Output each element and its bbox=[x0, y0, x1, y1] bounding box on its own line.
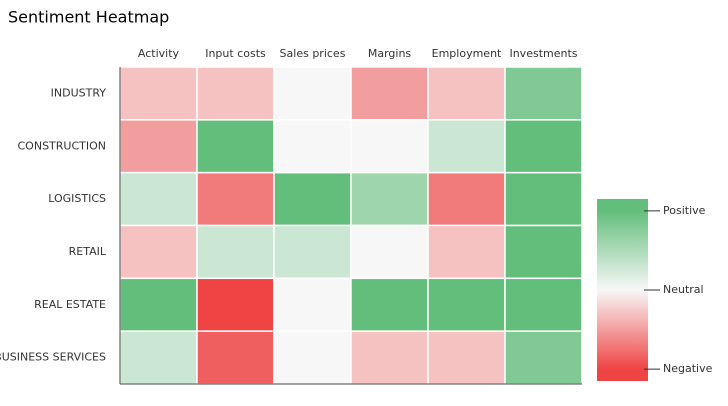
heatmap-cell bbox=[504, 66, 583, 121]
heatmap-cell bbox=[427, 171, 506, 227]
heatmap-cell bbox=[196, 224, 275, 280]
row-label: BUSINESS SERVICES bbox=[0, 351, 106, 364]
heatmap-cell bbox=[273, 277, 352, 332]
column-label: Margins bbox=[368, 47, 412, 60]
heatmap-cell bbox=[273, 119, 352, 174]
heatmap-cell bbox=[273, 171, 352, 227]
heatmap-cell bbox=[119, 66, 198, 121]
heatmap-cell bbox=[504, 119, 583, 174]
colorbar-label: Negative bbox=[663, 362, 713, 375]
heatmap-cell bbox=[273, 66, 352, 121]
heatmap-cell bbox=[119, 277, 198, 332]
heatmap-cell bbox=[504, 224, 583, 280]
heatmap-cell bbox=[196, 277, 275, 332]
heatmap-cell bbox=[196, 171, 275, 227]
heatmap-cell bbox=[196, 119, 275, 174]
heatmap-cell bbox=[504, 277, 583, 332]
heatmap-cell bbox=[119, 224, 198, 280]
heatmap-cell bbox=[427, 119, 506, 174]
heatmap-cell bbox=[196, 330, 275, 385]
heatmap-cell bbox=[273, 330, 352, 385]
row-label: CONSTRUCTION bbox=[18, 139, 107, 152]
row-label: INDUSTRY bbox=[51, 86, 107, 99]
heatmap-cell bbox=[350, 330, 429, 385]
heatmap-cell bbox=[119, 119, 198, 174]
heatmap-cell bbox=[427, 66, 506, 121]
heatmap-cell bbox=[427, 224, 506, 280]
colorbar bbox=[597, 199, 648, 381]
heatmap-cell bbox=[119, 330, 198, 385]
row-label: REAL ESTATE bbox=[34, 298, 106, 311]
colorbar-label: Positive bbox=[663, 204, 706, 217]
heatmap-cell bbox=[504, 330, 583, 385]
heatmap-cell bbox=[119, 171, 198, 227]
heatmap-cell bbox=[350, 171, 429, 227]
heatmap-cell bbox=[273, 224, 352, 280]
column-label: Input costs bbox=[205, 47, 266, 60]
column-label: Employment bbox=[432, 47, 502, 60]
column-label: Sales prices bbox=[280, 47, 346, 60]
row-label: RETAIL bbox=[69, 245, 107, 258]
heatmap-cell bbox=[196, 66, 275, 121]
heatmap-cell bbox=[350, 66, 429, 121]
column-label: Activity bbox=[138, 47, 180, 60]
heatmap-cell bbox=[504, 171, 583, 227]
heatmap-cell bbox=[350, 224, 429, 280]
heatmap-cell bbox=[427, 330, 506, 385]
colorbar-label: Neutral bbox=[663, 283, 704, 296]
row-label: LOGISTICS bbox=[48, 192, 106, 205]
heatmap-cell bbox=[350, 277, 429, 332]
column-label: Investments bbox=[509, 47, 577, 60]
chart-title: Sentiment Heatmap bbox=[8, 8, 169, 27]
heatmap-cell bbox=[350, 119, 429, 174]
heatmap-cell bbox=[427, 277, 506, 332]
